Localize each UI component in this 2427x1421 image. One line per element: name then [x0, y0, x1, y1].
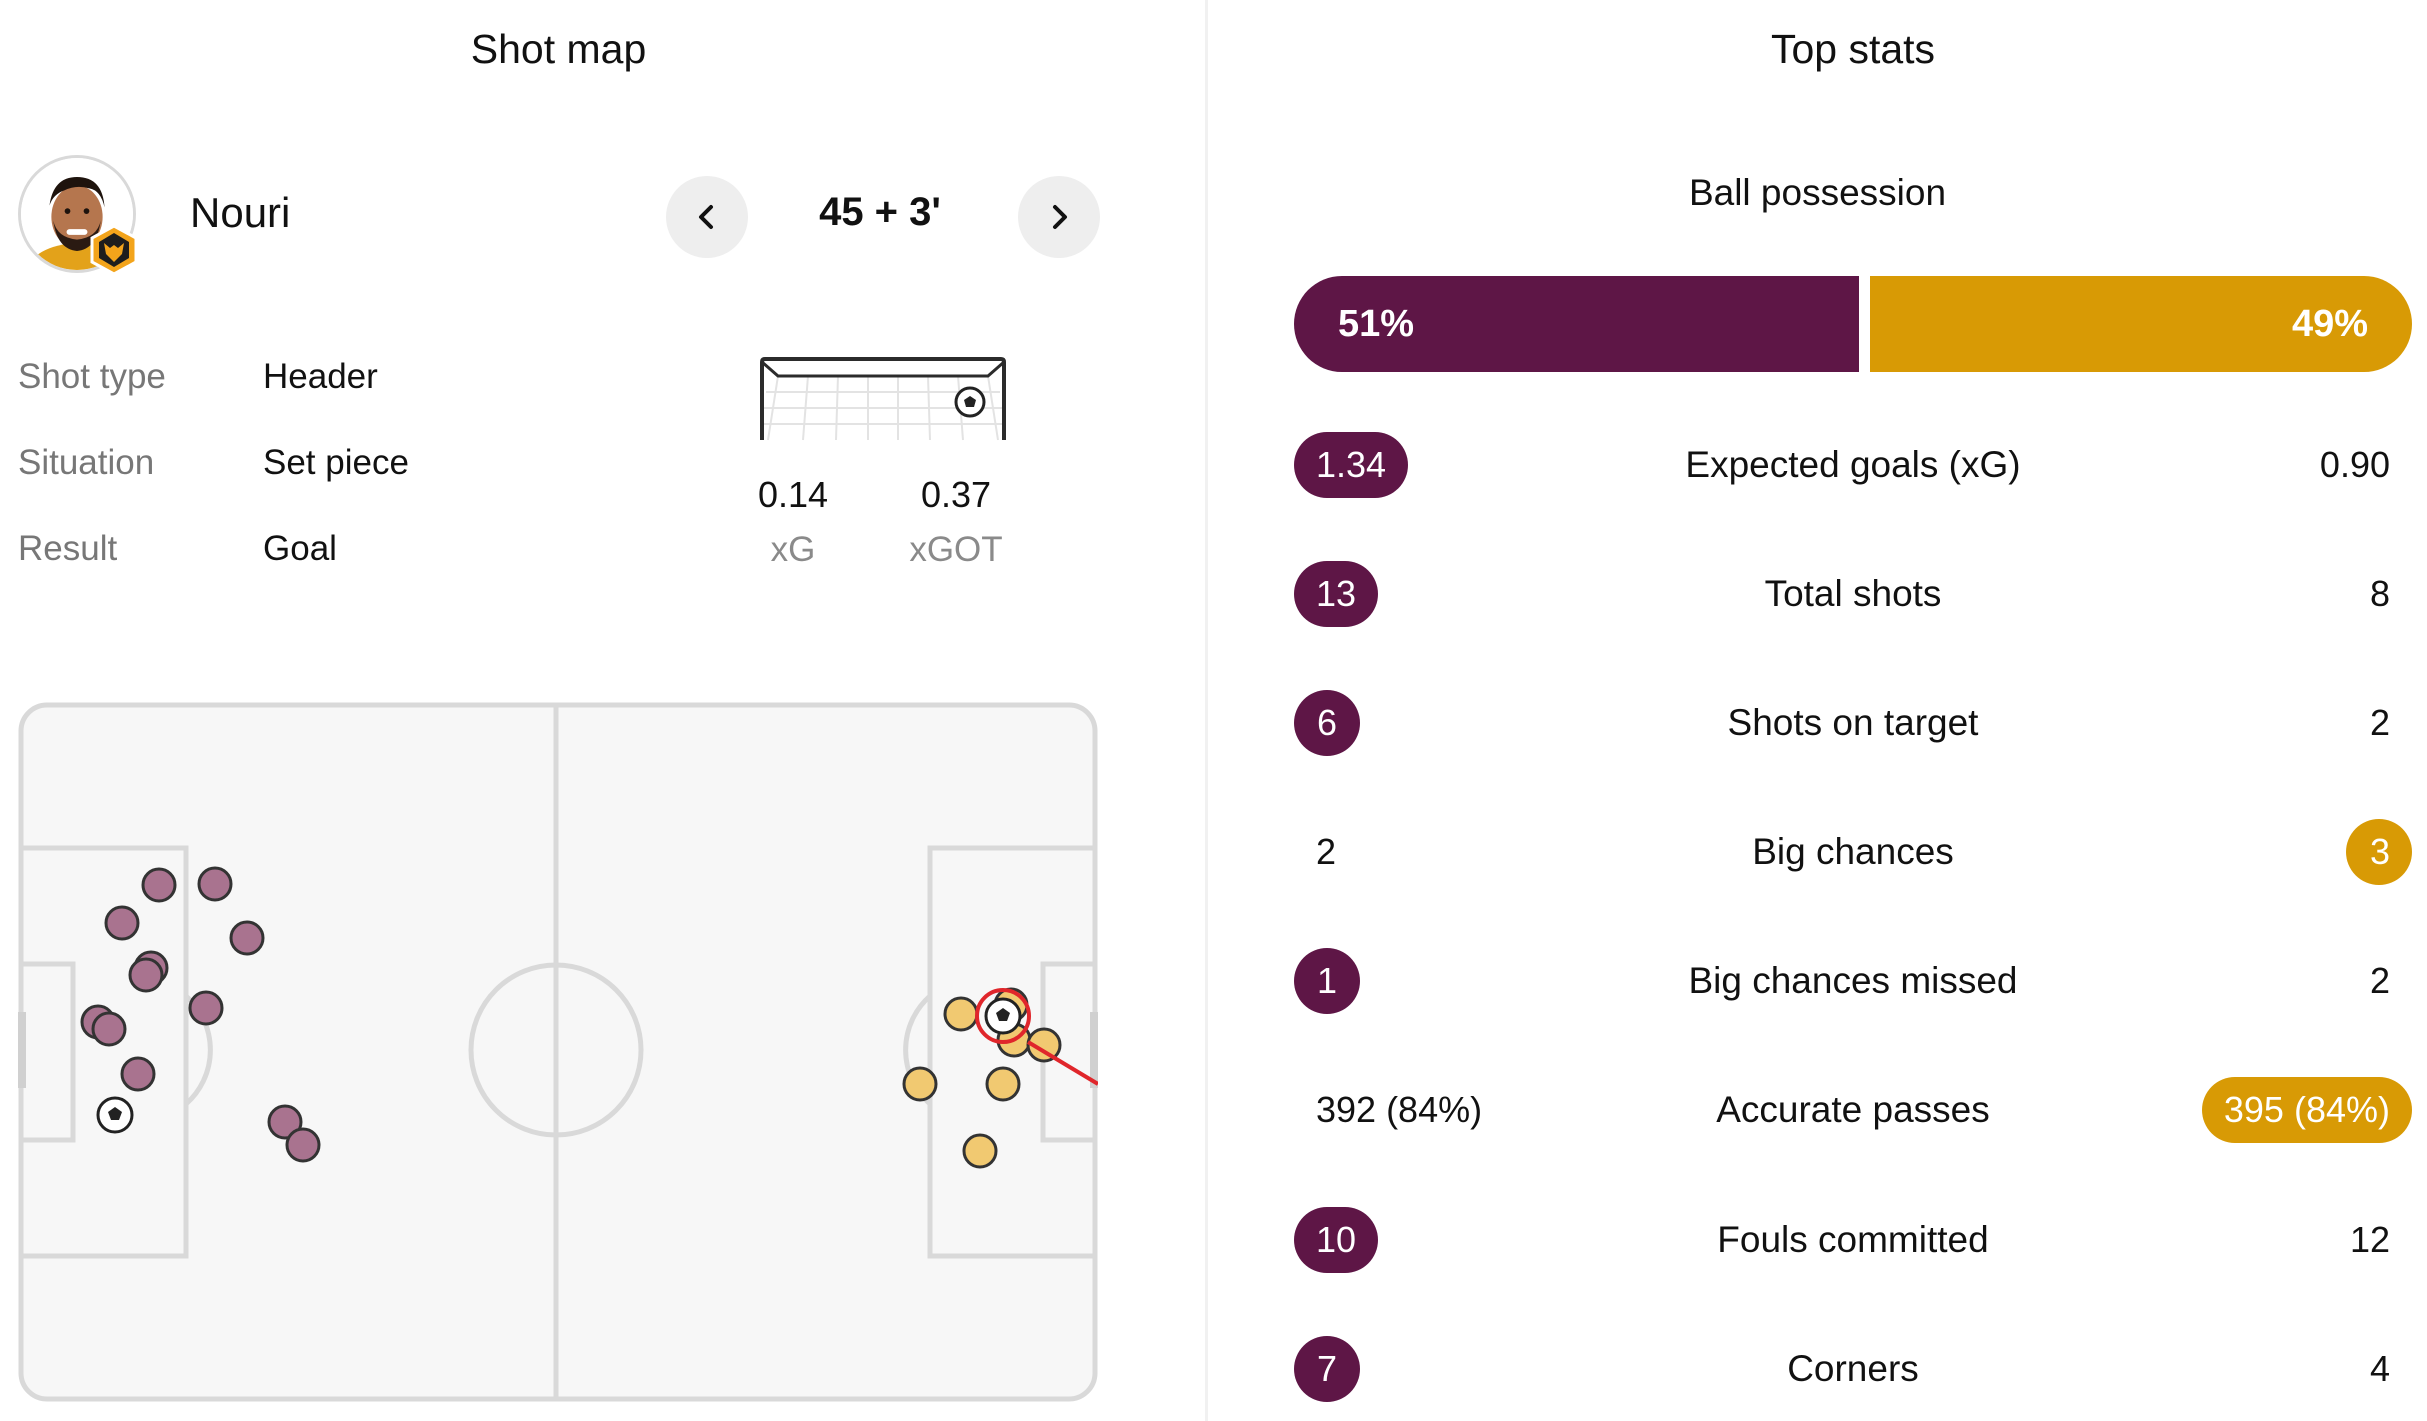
stat-away-value: 0.90	[2319, 444, 2390, 485]
situation-label: Situation	[18, 443, 155, 482]
stat-label: Fouls committed	[1717, 1219, 1989, 1260]
stat-away-value: 8	[2369, 573, 2390, 614]
player-name[interactable]: Nouri	[190, 189, 291, 236]
possession-label: Ball possession	[1688, 172, 1947, 213]
shot-minute: 45 + 3'	[819, 190, 941, 234]
stat-label: Expected goals (xG)	[1685, 444, 2021, 485]
panel-divider	[1205, 0, 1208, 1421]
stat-label: Shots on target	[1727, 702, 1979, 743]
home-shot	[267, 1104, 303, 1140]
away-shot	[902, 1066, 938, 1102]
xg-label: xG	[770, 530, 816, 569]
home-shot	[188, 990, 224, 1026]
selected-shot-marker	[975, 988, 1031, 1044]
stat-home-value: 10	[1294, 1207, 1379, 1273]
stat-row-xg: Expected goals (xG) 1.34 0.90	[1294, 432, 2412, 502]
xgot-value: 0.37	[920, 474, 992, 515]
stat-away-value: 2	[2369, 702, 2390, 743]
stat-home-value: 1.34	[1294, 432, 1409, 498]
wolves-badge-icon	[90, 224, 138, 276]
xgot-label: xGOT	[909, 530, 1003, 569]
home-shot	[128, 957, 164, 993]
stat-home-value: 1	[1294, 948, 1360, 1014]
stat-away-value: 2	[2369, 960, 2390, 1001]
situation-value: Set piece	[263, 443, 409, 482]
result-value: Goal	[263, 529, 337, 568]
next-shot-button[interactable]	[1018, 176, 1100, 258]
result-label: Result	[18, 529, 118, 568]
home-shot	[91, 1011, 127, 1047]
home-shot	[104, 905, 140, 941]
stat-label: Big chances	[1752, 831, 1954, 872]
stat-label: Total shots	[1764, 573, 1942, 614]
stat-row-big-chances-missed: Big chances missed 1 2	[1294, 948, 2412, 1018]
stat-away-value: 395 (84%)	[2201, 1077, 2412, 1143]
possession-home: 51%	[1294, 276, 1859, 372]
away-shot	[1026, 1027, 1062, 1063]
stat-away-value: 3	[2346, 819, 2412, 885]
stat-label: Corners	[1787, 1348, 1919, 1389]
away-shot	[943, 996, 979, 1032]
stat-row-fouls: Fouls committed 10 12	[1294, 1207, 2412, 1277]
home-shot	[120, 1056, 156, 1092]
possession-bar: 51% 49%	[1294, 276, 2412, 372]
stat-home-value: 2	[1316, 831, 1337, 872]
stat-away-value: 4	[2369, 1348, 2390, 1389]
stat-row-total-shots: Total shots 13 8	[1294, 561, 2412, 631]
shot-map-pitch[interactable]	[18, 702, 1098, 1402]
home-shot	[229, 920, 265, 956]
possession-away: 49%	[1870, 276, 2412, 372]
shot-type-value: Header	[263, 357, 378, 396]
away-shot	[962, 1133, 998, 1169]
home-shot	[197, 866, 233, 902]
home-shots	[80, 866, 321, 1163]
stat-home-value: 392 (84%)	[1316, 1089, 1483, 1130]
stat-away-value: 12	[2349, 1219, 2390, 1260]
top-stats-title: Top stats	[1770, 26, 1936, 72]
stat-label: Accurate passes	[1716, 1089, 1990, 1130]
stat-row-corners: Corners 7 4	[1294, 1336, 2412, 1406]
stat-home-value: 7	[1294, 1336, 1360, 1402]
home-goal-ball-icon	[96, 1096, 134, 1134]
stat-row-big-chances: Big chances 2 3	[1294, 819, 2412, 889]
previous-shot-button[interactable]	[666, 176, 748, 258]
home-shot	[285, 1127, 321, 1163]
selected-shot-trajectory	[1026, 1040, 1098, 1086]
stat-row-accurate-passes: Accurate passes 392 (84%) 395 (84%)	[1294, 1077, 2412, 1147]
away-shot	[985, 1066, 1021, 1102]
top-stats-panel	[1208, 0, 2427, 1421]
shot-map-title: Shot map	[470, 26, 647, 72]
ball-in-goal-icon	[954, 386, 986, 418]
chevron-right-icon	[1053, 205, 1067, 229]
stat-home-value: 6	[1294, 690, 1360, 756]
chevron-left-icon	[699, 205, 713, 229]
stat-row-shots-on-target: Shots on target 6 2	[1294, 690, 2412, 760]
shot-type-label: Shot type	[18, 357, 166, 396]
stat-home-value: 13	[1294, 561, 1379, 627]
goal-frame-icon	[760, 357, 1006, 441]
xg-value: 0.14	[757, 474, 829, 515]
home-shot	[141, 867, 177, 903]
stat-label: Big chances missed	[1688, 960, 2018, 1001]
